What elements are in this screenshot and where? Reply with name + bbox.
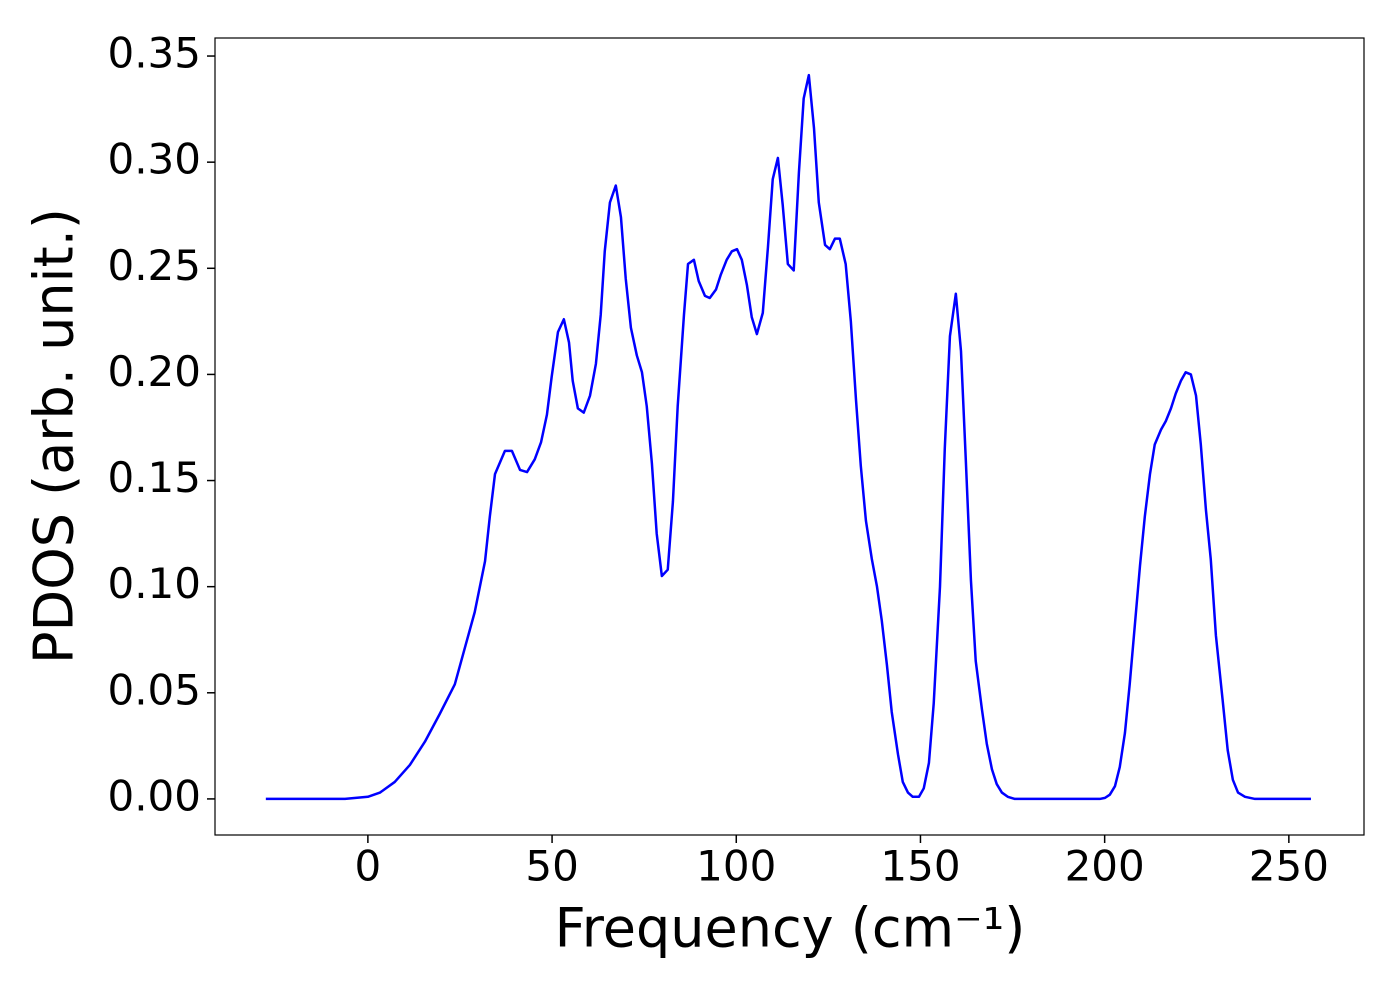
y-tick-label: 0.20 — [107, 347, 201, 396]
plot-frame — [214, 37, 1365, 836]
x-tick-label: 50 — [525, 842, 578, 891]
y-tick-label: 0.25 — [107, 241, 201, 290]
y-tick-label: 0.05 — [107, 665, 201, 714]
y-axis-label: PDOS (arb. unit.) — [23, 208, 86, 664]
y-tick-label: 0.00 — [107, 771, 201, 820]
y-tick-label: 0.35 — [107, 29, 201, 78]
x-tick-label: 150 — [880, 842, 960, 891]
y-tick-label: 0.10 — [107, 559, 201, 608]
x-axis-label: Frequency (cm⁻¹) — [555, 897, 1026, 960]
x-tick-label: 100 — [696, 842, 776, 891]
data-line — [265, 73, 1311, 801]
y-tick-label: 0.15 — [107, 453, 201, 502]
x-tick-label: 0 — [355, 842, 382, 891]
y-tick-label: 0.30 — [107, 135, 201, 184]
x-tick-label: 250 — [1249, 842, 1329, 891]
x-tick-label: 200 — [1065, 842, 1145, 891]
